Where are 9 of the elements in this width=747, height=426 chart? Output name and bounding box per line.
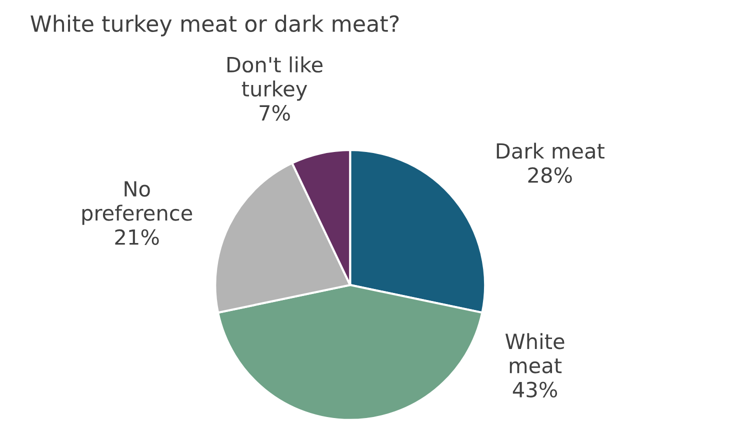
chart-title: White turkey meat or dark meat? [30, 14, 399, 36]
data-label: 43% [512, 382, 558, 398]
data-label: 28% [528, 167, 572, 183]
slice-label: White meat [505, 333, 564, 374]
data-label: 7% [260, 105, 290, 121]
data-label: 21% [115, 229, 159, 245]
slice-label: Don't like turkey [227, 56, 323, 101]
slice-label: No preference [82, 181, 192, 225]
slice-label: Dark meat [496, 142, 604, 159]
